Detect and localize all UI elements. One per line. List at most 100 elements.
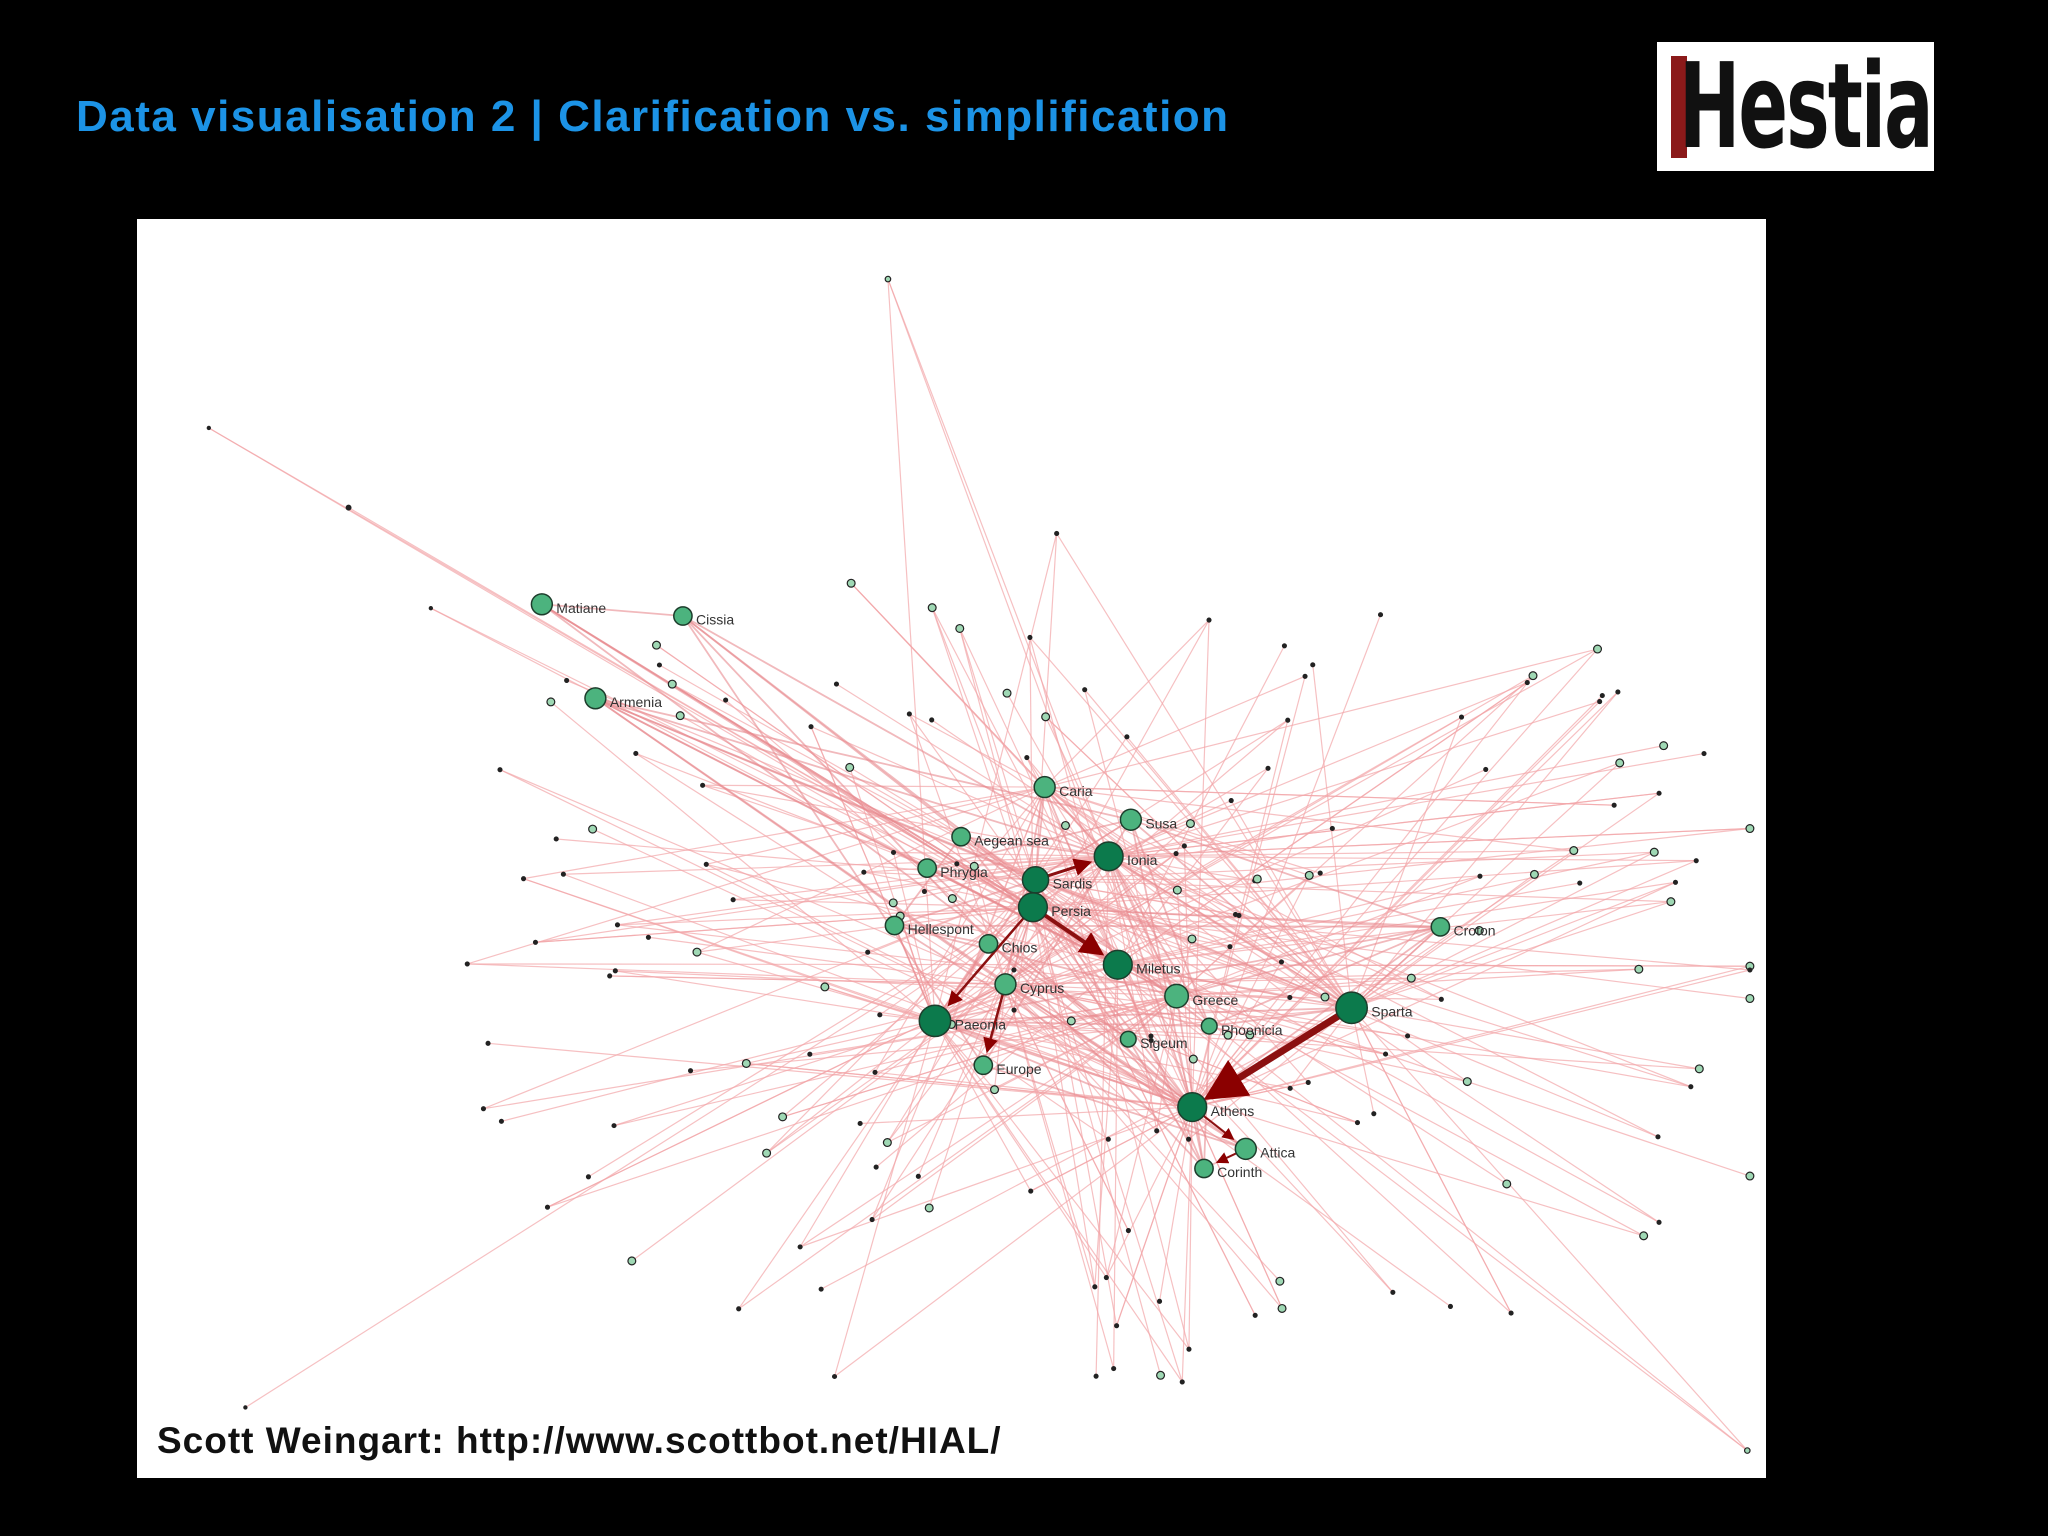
logo: Hestia [1657,42,1934,171]
minor-node [1390,1289,1396,1295]
minor-node [1154,1128,1160,1134]
minor-node [1066,1016,1076,1026]
strong-edge [947,906,1034,1007]
strong-edge [1203,1004,1354,1101]
minor-node [645,934,651,940]
minor-node [1285,717,1291,723]
edge [799,1106,1193,1248]
minor-node [1060,820,1071,831]
minor-node [845,762,855,772]
minor-node [1745,1171,1755,1181]
minor-node [882,1137,892,1148]
minor-node [1172,885,1182,895]
minor-node [1185,819,1195,829]
edge [1044,786,1178,891]
minor-node [667,679,677,689]
node [1177,1091,1208,1123]
edge [702,784,1109,857]
edge [1191,676,1306,1108]
node [1194,1158,1214,1179]
minor-node [700,782,706,788]
minor-node [544,1204,551,1210]
minor-node [1462,1077,1472,1087]
edge [535,906,1033,943]
edge [594,697,1247,1150]
node [1335,991,1369,1025]
edge [1044,786,1110,857]
edge [766,983,1006,1154]
edge [893,836,962,927]
minor-node [861,869,867,875]
edge [617,906,1033,926]
edge [1005,983,1290,998]
minor-node [532,939,539,945]
minor-node [633,750,639,756]
edge [1176,675,1534,997]
minor-node [243,1405,248,1410]
minor-node [1747,967,1753,973]
minor-node [1693,858,1699,864]
edge [1044,619,1210,788]
edge [1350,1007,1375,1114]
edge [951,786,1046,899]
edge [1176,995,1386,1055]
edge [1108,855,1255,882]
minor-node [1406,973,1416,983]
edge [887,279,936,1021]
edge [1044,786,1310,876]
minor-node [1265,765,1271,771]
edge [738,995,1177,1310]
node [1119,808,1143,831]
edge [609,975,1006,985]
minor-node [497,767,503,773]
minor-node [1156,1298,1163,1304]
minor-node [675,711,685,721]
edge [467,786,1045,965]
edge [1117,963,1352,1009]
minor-node [741,1058,751,1068]
edge [934,1020,1032,1192]
minor-node [969,861,979,871]
node-label: Croton [1454,923,1496,939]
edge [1351,881,1676,1009]
minor-node [1278,959,1285,965]
edge [934,648,1598,1022]
edge [1026,757,1193,1108]
edge [1351,691,1619,1009]
minor-node [588,824,598,834]
minor-node [1528,671,1538,681]
minor-node [884,275,892,283]
minor-node [1447,1303,1454,1309]
minor-node [480,1106,487,1112]
minor-node [1028,1188,1034,1194]
minor-node [1649,847,1659,857]
minor-node [1011,967,1017,973]
minor-node [656,662,662,668]
edge [1032,906,1441,928]
edge [1030,1106,1193,1192]
edge [1191,881,1676,1108]
node [1021,866,1050,894]
node-label: Corinth [1217,1164,1262,1180]
node [1033,775,1056,799]
minor-node [1245,1030,1255,1040]
edge [879,855,1110,1016]
minor-node [723,697,729,703]
edge [499,769,1193,1108]
minor-node [820,982,830,992]
minor-node [1701,750,1707,757]
edge [1108,849,1574,857]
node-label: Athens [1211,1103,1255,1119]
node-label: Paeonia [955,1017,1007,1033]
edge [1005,983,1408,1037]
edge [1032,906,1194,1060]
minor-node [1743,1447,1751,1454]
edge [547,995,1177,1208]
minor-node [1186,1346,1192,1352]
node [1093,841,1124,872]
edge [1004,619,1210,985]
edge [934,1020,1644,1237]
minor-node [1593,644,1603,654]
edge [894,924,1441,928]
